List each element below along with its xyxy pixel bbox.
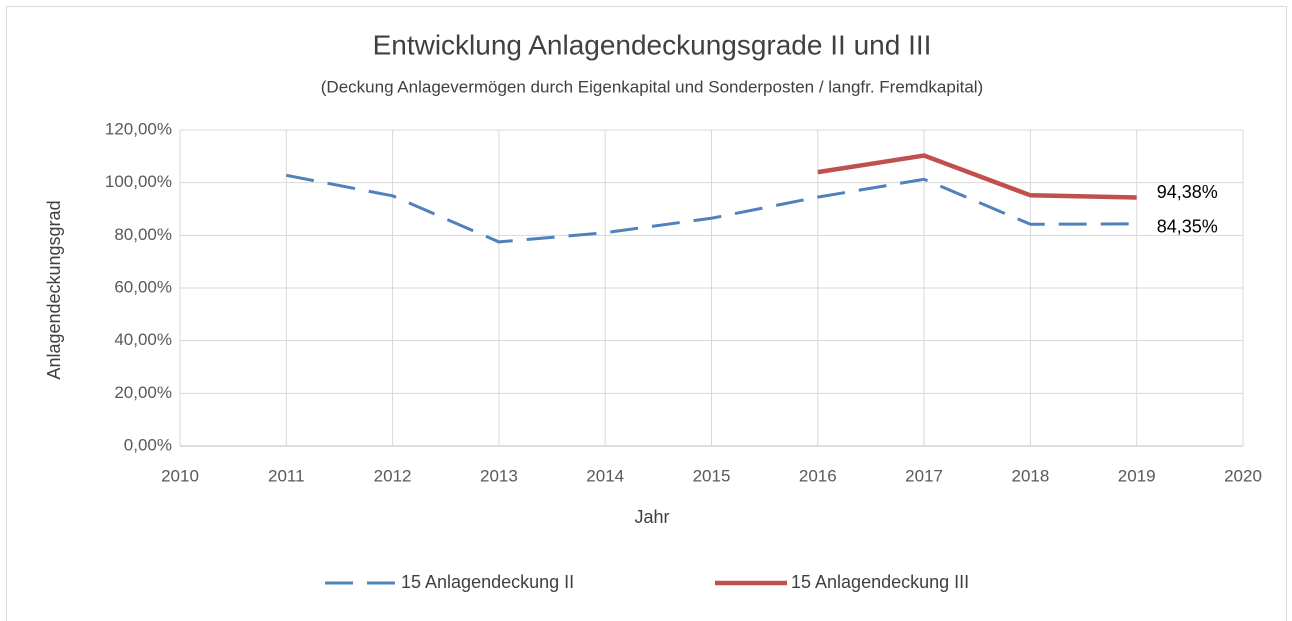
y-tick-label: 20,00% bbox=[114, 383, 172, 402]
x-tick-label: 2020 bbox=[1224, 466, 1262, 485]
chart-title: Entwicklung Anlagendeckungsgrade II und … bbox=[373, 29, 932, 60]
x-tick-label: 2014 bbox=[586, 466, 624, 485]
chart-subtitle: (Deckung Anlagevermögen durch Eigenkapit… bbox=[321, 77, 983, 96]
legend-label: 15 Anlagendeckung II bbox=[401, 572, 574, 592]
legend-label: 15 Anlagendeckung III bbox=[791, 572, 969, 592]
y-tick-label: 120,00% bbox=[105, 119, 172, 138]
y-tick-label: 60,00% bbox=[114, 277, 172, 296]
y-tick-label: 80,00% bbox=[114, 225, 172, 244]
chart-border bbox=[6, 6, 1287, 621]
y-tick-label: 0,00% bbox=[124, 435, 172, 454]
y-axis-label: Anlagendeckungsgrad bbox=[44, 200, 64, 379]
x-tick-label: 2018 bbox=[1011, 466, 1049, 485]
y-tick-label: 100,00% bbox=[105, 172, 172, 191]
data-label: 84,35% bbox=[1157, 217, 1218, 237]
x-axis-label: Jahr bbox=[634, 507, 669, 527]
x-tick-label: 2016 bbox=[799, 466, 837, 485]
data-label: 94,38% bbox=[1157, 182, 1218, 202]
x-tick-label: 2019 bbox=[1118, 466, 1156, 485]
y-tick-label: 40,00% bbox=[114, 330, 172, 349]
x-tick-label: 2017 bbox=[905, 466, 943, 485]
x-tick-label: 2015 bbox=[693, 466, 731, 485]
x-tick-label: 2013 bbox=[480, 466, 518, 485]
x-tick-label: 2010 bbox=[161, 466, 199, 485]
series-line bbox=[286, 173, 1137, 244]
x-tick-label: 2011 bbox=[268, 466, 305, 485]
x-tick-label: 2012 bbox=[374, 466, 412, 485]
series-line bbox=[817, 153, 1137, 200]
